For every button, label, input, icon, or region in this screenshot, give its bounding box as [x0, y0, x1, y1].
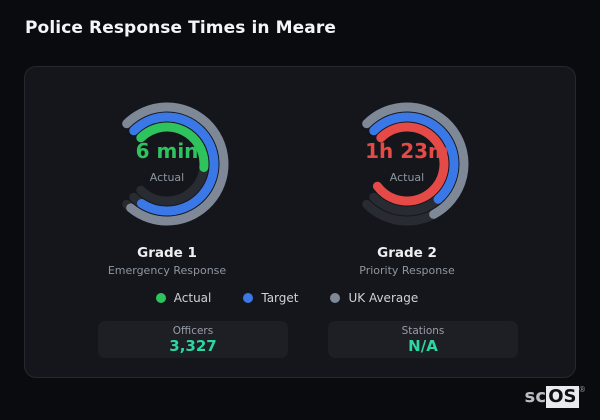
stat-value: N/A	[408, 336, 438, 355]
ring-arc-target	[129, 112, 219, 216]
stat-label: Officers	[172, 324, 214, 337]
legend-item-uk-average[interactable]: UK Average	[330, 291, 418, 305]
registered-mark: ®	[578, 385, 587, 394]
gauge-grade-2: 1h 23m Actual Grade 2 Priority Response	[327, 89, 487, 277]
stats-row: Officers 3,327 Stations N/A	[25, 321, 575, 358]
gauge-subtitle: Priority Response	[359, 264, 455, 277]
gauge-rings-grade-2: 1h 23m Actual	[332, 89, 482, 239]
gauge-subtitle: Emergency Response	[107, 264, 227, 277]
legend-swatch-target	[243, 293, 254, 303]
legend-swatch-uk-average	[330, 293, 341, 303]
legend: Actual Target UK Average	[25, 291, 575, 305]
gauge-svg	[362, 102, 469, 226]
legend-item-target[interactable]: Target	[243, 291, 298, 305]
logo-text-sc: sc	[524, 386, 547, 407]
stat-label: Stations	[401, 324, 445, 337]
ring-arc-uk-average	[122, 102, 229, 226]
legend-label: UK Average	[348, 291, 419, 305]
gauge-title: Grade 2	[377, 245, 437, 261]
stat-officers: Officers 3,327	[98, 321, 288, 358]
gauge-title: Grade 1	[137, 245, 197, 261]
gauge-actual-label: Actual	[389, 171, 425, 184]
ring-arc-actual	[136, 122, 209, 172]
gauges-row: 6 min Actual Grade 1 Emergency Response 1h 2…	[25, 67, 575, 277]
gauge-actual-label: Actual	[149, 171, 185, 184]
ring-arc-target	[369, 112, 459, 204]
legend-swatch-actual	[155, 293, 166, 303]
ring-arc-actual	[372, 122, 449, 206]
legend-item-actual[interactable]: Actual	[155, 291, 212, 305]
stat-stations: Stations N/A	[328, 321, 518, 358]
stat-value: 3,327	[169, 336, 217, 355]
page-title: Police Response Times in Meare	[25, 18, 336, 38]
gauge-svg	[122, 102, 229, 226]
response-times-card: 6 min Actual Grade 1 Emergency Response 1h 2…	[24, 66, 576, 378]
scos-logo: sc OS ®	[524, 385, 587, 408]
gauge-rings-grade-1: 6 min Actual	[92, 89, 242, 239]
ring-arc-uk-average	[362, 102, 469, 219]
legend-label: Actual	[173, 291, 212, 305]
legend-label: Target	[261, 291, 299, 305]
gauge-value: 6 min	[135, 139, 199, 163]
logo-text-os: OS	[546, 386, 579, 408]
gauge-grade-1: 6 min Actual Grade 1 Emergency Response	[87, 89, 247, 277]
